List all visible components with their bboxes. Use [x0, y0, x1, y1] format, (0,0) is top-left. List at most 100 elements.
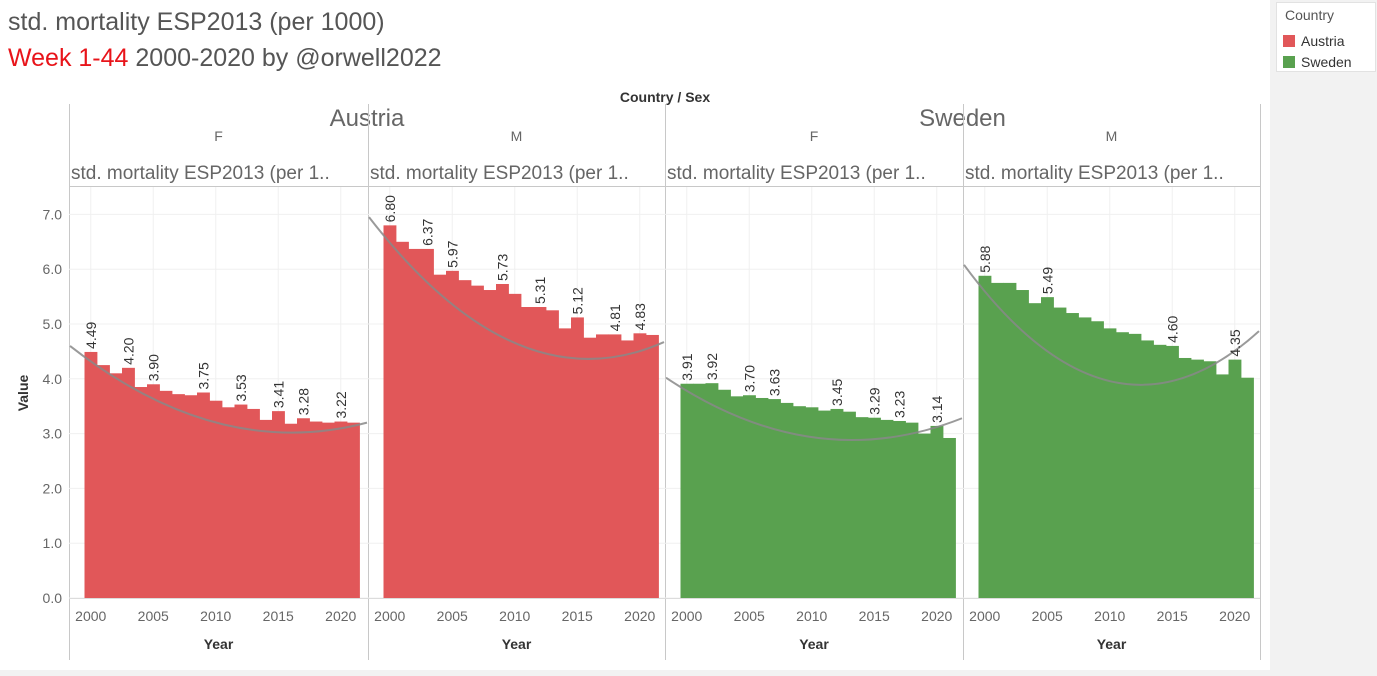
data-label-austria-f-2017: 3.28	[295, 388, 311, 415]
bar-austria-f-2006	[159, 390, 173, 598]
data-label-austria-m-2005: 5.97	[444, 240, 460, 267]
sex-header-sweden-m: M	[1106, 128, 1118, 144]
data-label-sweden-f-2002: 3.92	[704, 353, 720, 380]
bar-austria-f-2011	[222, 407, 235, 598]
x-tick-label-sweden-f: 2000	[671, 608, 702, 624]
x-tick-label-austria-m: 2015	[562, 608, 593, 624]
bar-austria-m-2005	[446, 270, 459, 598]
measure-header-sweden-m: std. mortality ESP2013 (per 1..	[965, 163, 1224, 184]
bar-sweden-f-2012	[830, 408, 844, 598]
legend-item-austria[interactable]: Austria	[1283, 33, 1345, 51]
x-tick-label-sweden-f: 2010	[796, 608, 827, 624]
x-tick-label-austria-m: 2000	[374, 608, 405, 624]
bar-austria-f-2000	[84, 351, 98, 598]
bar-austria-m-2021	[646, 334, 659, 598]
bar-sweden-f-2021	[943, 437, 956, 598]
bar-sweden-m-2007	[1066, 313, 1079, 598]
data-label-sweden-m-2020: 4.35	[1227, 329, 1243, 356]
x-tick-label-austria-f: 2000	[75, 608, 106, 624]
bar-sweden-m-2019	[1216, 374, 1229, 598]
legend-pane	[1270, 0, 1377, 676]
bar-sweden-m-2016	[1178, 357, 1192, 598]
chart-title: std. mortality ESP2013 (per 1000)	[8, 8, 385, 36]
bar-sweden-f-2001	[693, 383, 706, 598]
y-tick-label: 5.0	[43, 316, 63, 332]
bar-sweden-m-2003	[1016, 290, 1029, 598]
x-tick-label-austria-f: 2005	[138, 608, 169, 624]
legend-swatch-sweden	[1283, 56, 1295, 68]
legend-label-sweden: Sweden	[1301, 54, 1352, 70]
data-label-austria-f-2000: 4.49	[83, 321, 99, 348]
subtitle-rest: 2000-2020 by @orwell2022	[135, 44, 442, 72]
bar-austria-f-2017	[297, 418, 310, 598]
x-tick-label-sweden-m: 2005	[1032, 608, 1063, 624]
bar-sweden-m-2018	[1203, 361, 1217, 598]
bar-austria-f-2010	[209, 400, 223, 598]
x-tick-label-sweden-m: 2020	[1219, 608, 1250, 624]
data-label-sweden-f-2017: 3.23	[891, 391, 907, 418]
bar-sweden-f-2005	[743, 395, 756, 598]
y-tick-label: 1.0	[43, 535, 63, 551]
bar-austria-f-2015	[272, 411, 285, 598]
legend: Country Austria Sweden	[1276, 2, 1376, 72]
bar-austria-m-2002	[408, 248, 422, 598]
bar-austria-f-2012	[234, 404, 248, 598]
y-axis-label: Value	[15, 375, 31, 412]
bar-austria-f-2001	[97, 365, 110, 598]
bar-austria-f-2019	[322, 422, 335, 598]
x-axis-label-sweden-f: Year	[799, 636, 829, 652]
trend-line-sweden-m	[963, 264, 1260, 386]
bar-sweden-f-2017	[893, 420, 906, 598]
data-label-austria-m-2009: 5.73	[494, 254, 510, 281]
bar-sweden-m-2004	[1028, 303, 1042, 598]
bar-sweden-f-2018	[905, 422, 919, 598]
x-tick-label-austria-m: 2020	[624, 608, 655, 624]
bar-sweden-f-2000	[680, 383, 694, 598]
bar-austria-m-2014	[558, 328, 572, 598]
bar-austria-f-2014	[259, 419, 273, 598]
bar-austria-f-2013	[247, 408, 260, 598]
bar-austria-m-2016	[583, 337, 597, 598]
bar-sweden-m-2001	[991, 282, 1004, 598]
bar-austria-f-2002	[109, 373, 123, 598]
bar-austria-m-2000	[383, 225, 397, 599]
bar-sweden-m-2011	[1116, 332, 1129, 598]
trend-line-austria-m	[368, 216, 665, 360]
bar-austria-m-2010	[508, 293, 522, 598]
bar-austria-f-2007	[172, 394, 185, 598]
y-tick-label: 4.0	[43, 371, 63, 387]
bar-sweden-m-2012	[1128, 333, 1142, 598]
x-tick-label-austria-m: 2005	[437, 608, 468, 624]
bar-sweden-m-2008	[1078, 317, 1092, 598]
sex-header-austria-f: F	[214, 128, 223, 144]
bar-austria-f-2004	[134, 387, 148, 598]
bar-austria-m-2009	[496, 283, 509, 598]
country-header-sweden: Sweden	[919, 105, 1006, 132]
legend-swatch-austria	[1283, 35, 1295, 47]
bar-austria-m-2017	[596, 334, 609, 598]
bar-austria-f-2008	[184, 395, 198, 598]
legend-title: Country	[1285, 7, 1335, 23]
bar-sweden-f-2009	[793, 406, 806, 598]
data-label-austria-m-2015: 5.12	[569, 287, 585, 314]
bar-sweden-f-2002	[705, 383, 719, 598]
bar-sweden-m-2014	[1153, 344, 1167, 598]
data-label-austria-f-2012: 3.53	[233, 374, 249, 401]
x-tick-label-austria-f: 2015	[263, 608, 294, 624]
bar-austria-m-2011	[521, 307, 534, 598]
chart-subtitle: Week 1-44 2000-2020 by @orwell2022	[8, 44, 442, 73]
x-axis-label-austria-m: Year	[502, 636, 532, 652]
x-tick-label-sweden-f: 2005	[734, 608, 765, 624]
x-tick-label-sweden-m: 2010	[1094, 608, 1125, 624]
legend-item-sweden[interactable]: Sweden	[1283, 54, 1352, 72]
data-label-austria-m-2020: 4.83	[632, 303, 648, 330]
mortality-chart: Country / Sex Austria Sweden 0.0 1.0 2.0 3.0 4.…	[15, 89, 1261, 660]
y-tick-label: 2.0	[43, 480, 63, 496]
bar-sweden-f-2015	[868, 417, 881, 598]
bar-austria-m-2012	[533, 307, 547, 598]
y-tick-label: 6.0	[43, 261, 63, 277]
bar-austria-m-2006	[458, 280, 472, 598]
bar-sweden-m-2005	[1041, 297, 1054, 598]
country-header-austria: Austria	[330, 105, 405, 132]
data-label-sweden-m-2005: 5.49	[1039, 267, 1055, 294]
